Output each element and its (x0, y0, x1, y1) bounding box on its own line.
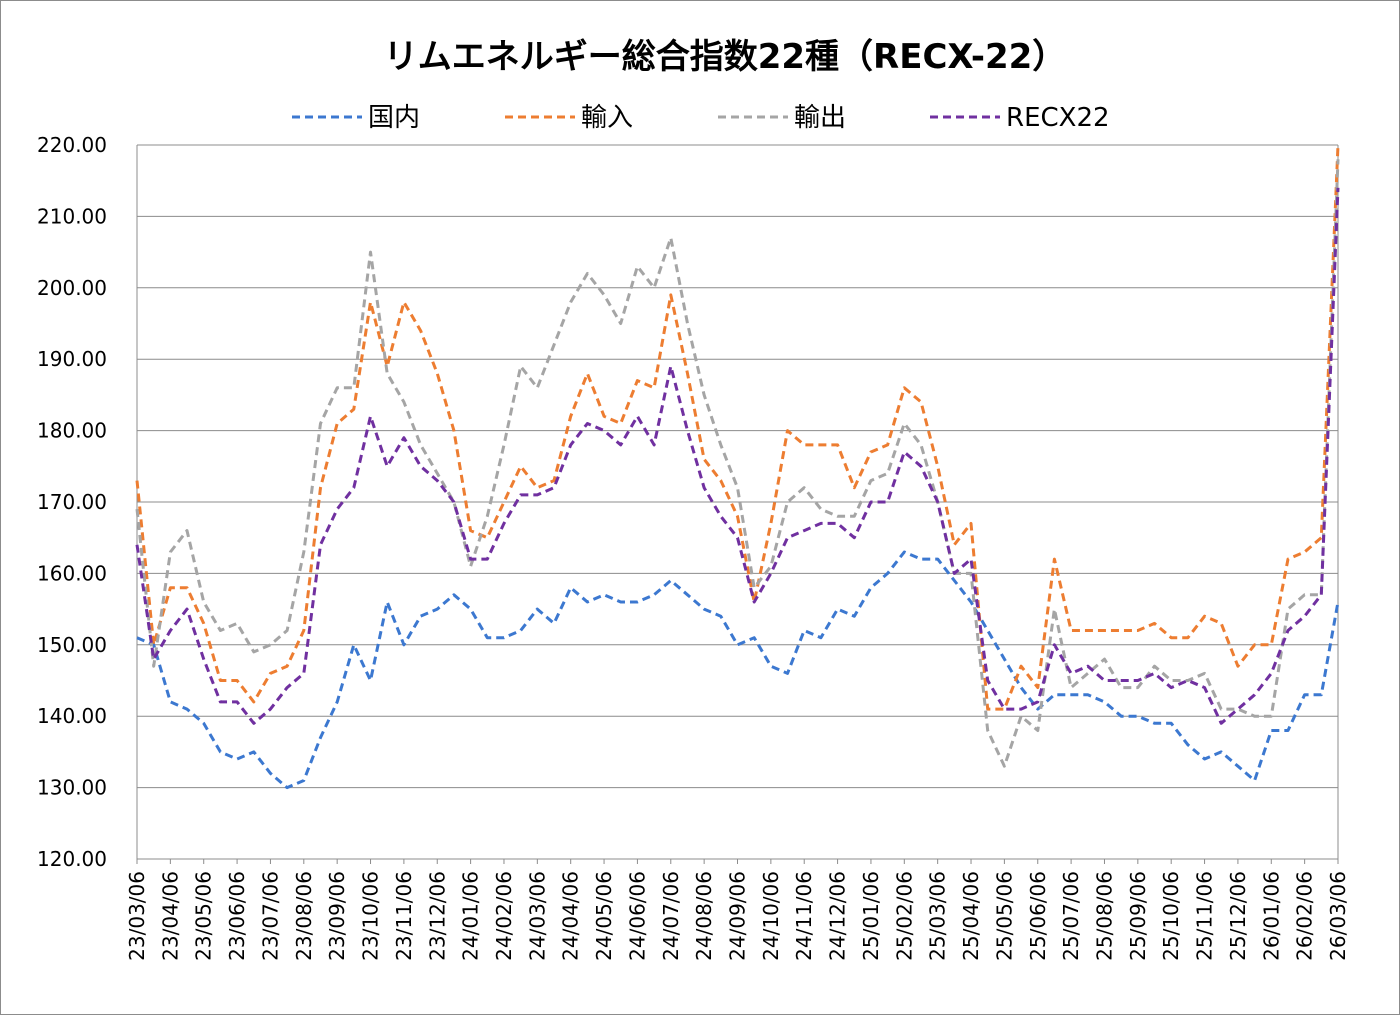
x-tick-label: 23/10/06 (359, 871, 383, 961)
x-tick-label: 24/05/06 (592, 871, 616, 961)
x-tick-label: 24/03/06 (525, 871, 549, 961)
x-tick-label: 24/09/06 (726, 871, 750, 961)
y-tick-label: 180.00 (37, 419, 107, 443)
chart-title: リムエネルギー総合指数22種（RECX-22） (384, 37, 1067, 77)
plot-area (135, 144, 1340, 790)
y-tick-label: 220.00 (37, 133, 107, 157)
x-tick-label: 25/08/06 (1092, 871, 1116, 961)
x-tick-label: 24/04/06 (559, 871, 583, 961)
x-tick-label: 23/04/06 (158, 871, 182, 961)
x-tick-label: 24/11/06 (792, 871, 816, 961)
x-tick-label: 24/07/06 (659, 871, 683, 961)
x-tick-label: 25/09/06 (1126, 871, 1150, 961)
legend: 国内 輸入 輸出 RECX22 (292, 103, 1110, 133)
x-tick-label: 25/07/06 (1059, 871, 1083, 961)
x-tick-label: 24/08/06 (692, 871, 716, 961)
y-tick-label: 150.00 (37, 633, 107, 657)
x-tick-label: 24/02/06 (492, 871, 516, 961)
x-axis: 23/03/06 23/04/06 23/05/06 23/06/06 23/07/06… (125, 859, 1350, 961)
y-tick-label: 170.00 (37, 490, 107, 514)
x-tick-label: 25/04/06 (959, 871, 983, 961)
legend-label: RECX22 (1006, 103, 1110, 133)
x-tick-label: 25/06/06 (1026, 871, 1050, 961)
x-tick-label: 24/06/06 (625, 871, 649, 961)
x-tick-label: 23/05/06 (192, 871, 216, 961)
x-tick-label: 25/10/06 (1159, 871, 1183, 961)
series-line-3 (135, 187, 1340, 725)
x-tick-label: 23/08/06 (292, 871, 316, 961)
legend-label: 輸出 (794, 103, 846, 133)
x-tick-label: 23/07/06 (258, 871, 282, 961)
x-tick-label: 24/01/06 (459, 871, 483, 961)
y-tick-label: 130.00 (37, 776, 107, 800)
series-line-2 (135, 159, 1340, 768)
x-tick-label: 26/03/06 (1326, 871, 1350, 961)
x-tick-label: 23/11/06 (392, 871, 416, 961)
x-tick-label: 23/06/06 (225, 871, 249, 961)
legend-label: 輸入 (581, 103, 633, 133)
x-tick-label: 23/03/06 (125, 871, 149, 961)
y-tick-label: 140.00 (37, 704, 107, 728)
y-tick-label: 200.00 (37, 276, 107, 300)
x-tick-label: 25/12/06 (1226, 871, 1250, 961)
series-line-1 (135, 144, 1340, 711)
y-tick-label: 120.00 (37, 847, 107, 871)
x-tick-label: 25/02/06 (892, 871, 916, 961)
x-tick-label: 24/12/06 (826, 871, 850, 961)
y-axis: 120.00 130.00 140.00 150.00 160.00 170.00 180.… (37, 133, 1339, 871)
x-tick-label: 23/09/06 (325, 871, 349, 961)
y-tick-label: 160.00 (37, 561, 107, 585)
x-tick-label: 26/02/06 (1293, 871, 1317, 961)
x-tick-label: 25/05/06 (992, 871, 1016, 961)
x-tick-label: 26/01/06 (1259, 871, 1283, 961)
legend-label: 国内 (368, 103, 420, 133)
x-tick-label: 25/03/06 (926, 871, 950, 961)
x-tick-label: 25/11/06 (1193, 871, 1217, 961)
y-tick-label: 190.00 (37, 347, 107, 371)
y-tick-label: 210.00 (37, 204, 107, 228)
x-tick-label: 23/12/06 (425, 871, 449, 961)
x-tick-label: 25/01/06 (859, 871, 883, 961)
series-line-0 (136, 550, 1340, 790)
x-tick-label: 24/10/06 (759, 871, 783, 961)
